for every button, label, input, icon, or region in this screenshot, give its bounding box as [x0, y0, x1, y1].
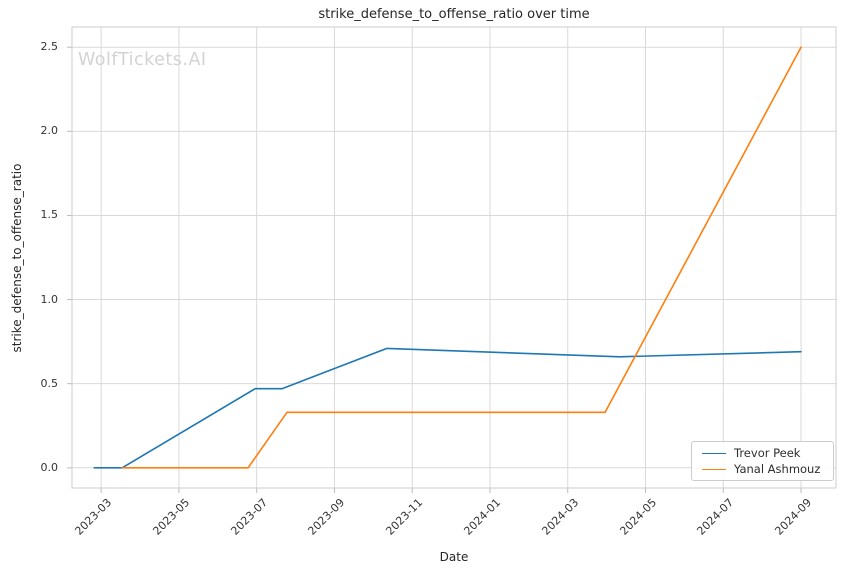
y-tick-label: 2.5 [40, 40, 59, 54]
legend-item-trevor-peek: Trevor Peek [692, 446, 833, 460]
legend-line-swatch-yanal-ashmouz [702, 468, 726, 470]
legend: Trevor Peek Yanal Ashmouz [691, 441, 834, 481]
legend-label-trevor-peek: Trevor Peek [734, 446, 801, 460]
watermark-logo-text: WolfTickets.AI [78, 50, 207, 70]
series-line-yanal-ashmouz [121, 46, 802, 469]
y-tick-label: 1.5 [40, 208, 59, 222]
y-axis-label: strike_defense_to_offense_ratio [10, 163, 24, 353]
legend-line-swatch-trevor-peek [702, 452, 726, 454]
legend-item-yanal-ashmouz: Yanal Ashmouz [692, 462, 833, 476]
y-tick-label: 0.0 [40, 460, 59, 474]
gridlines [72, 27, 836, 488]
chart-title: strike_defense_to_offense_ratio over tim… [318, 7, 590, 22]
y-tick-label: 0.5 [40, 376, 59, 390]
y-tick-label: 2.0 [40, 124, 59, 138]
plot-border [71, 26, 837, 489]
legend-label-yanal-ashmouz: Yanal Ashmouz [734, 462, 821, 476]
y-tick-label: 1.0 [40, 292, 59, 306]
tick-marks [67, 46, 802, 493]
x-axis-label: Date [439, 550, 469, 564]
